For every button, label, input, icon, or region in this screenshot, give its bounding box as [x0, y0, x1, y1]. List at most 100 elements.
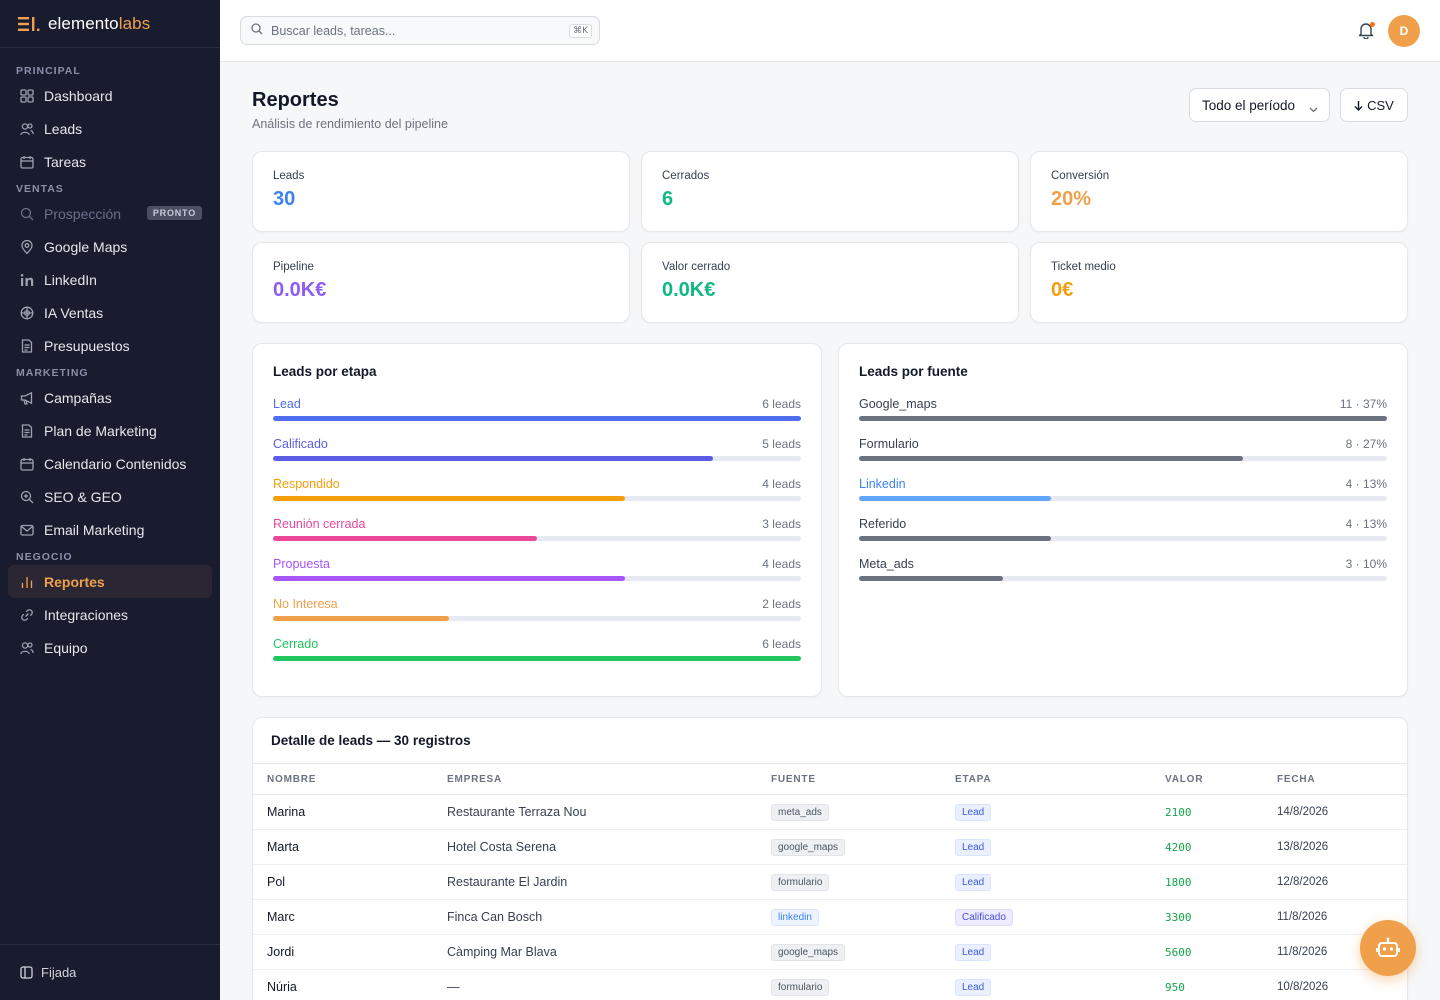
lead-value: 5600	[1151, 934, 1263, 970]
sidebar-item-campanas[interactable]: Campañas	[8, 381, 212, 414]
sidebar-nav: PRINCIPAL Dashboard Leads Tareas VENTAS Prosp…	[0, 48, 220, 664]
lead-date: 12/8/2026	[1263, 864, 1407, 900]
stages-card: Leads por etapa Lead 6 leads Calificado 5 l…	[252, 343, 822, 697]
column-header[interactable]: ETAPA	[941, 763, 1151, 795]
stage-badge: Lead	[955, 838, 992, 856]
stage-badge: Lead	[955, 873, 992, 891]
kpi-label: Leads	[273, 170, 305, 182]
bar-track	[273, 416, 801, 421]
table-row[interactable]: Marc Finca Can Bosch linkedin Calificado 330…	[253, 899, 1407, 935]
bar-fill	[859, 456, 1243, 461]
sidebar-item-label: IA Ventas	[44, 304, 104, 321]
ai-assistant-button[interactable]	[1360, 920, 1416, 976]
brand-name: elementolabs	[48, 13, 151, 33]
megaphone-icon	[20, 391, 34, 405]
sidebar-item-label: Tareas	[44, 153, 87, 170]
search-box[interactable]: ⌘K	[240, 16, 600, 45]
bar-fill	[273, 656, 801, 661]
page-subtitle: Análisis de rendimiento del pipeline	[252, 117, 448, 131]
kpi-value: 20%	[1051, 188, 1092, 210]
column-header[interactable]: FECHA	[1263, 763, 1407, 795]
sidebar-item-reportes[interactable]: Reportes	[8, 565, 212, 598]
source-tag: google_maps	[771, 943, 846, 961]
bar-track	[859, 416, 1387, 421]
sources-card-title: Leads por fuente	[859, 364, 968, 379]
notifications-button[interactable]	[1358, 22, 1376, 40]
kpi-label: Valor cerrado	[662, 261, 731, 273]
sidebar-item-label: Prospección	[44, 205, 122, 222]
bar-track	[273, 656, 801, 661]
table-row[interactable]: Núria — formulario Lead 950 10/8/2026	[253, 969, 1407, 1000]
bar-label: Propuesta	[273, 557, 330, 571]
bar-row: Reunión cerrada 3 leads	[273, 517, 801, 557]
lead-name: Marc	[253, 899, 433, 935]
search-input[interactable]	[271, 23, 561, 38]
sidebar-item-label: Dashboard	[44, 87, 113, 104]
column-header[interactable]: VALOR	[1151, 763, 1263, 795]
sidebar-item-seo-geo[interactable]: SEO & GEO	[8, 480, 212, 513]
sidebar-item-email-marketing[interactable]: Email Marketing	[8, 513, 212, 546]
sidebar-item-presupuestos[interactable]: Presupuestos	[8, 329, 212, 362]
lead-source: linkedin	[757, 899, 941, 935]
kpi-card: Conversión 20%	[1030, 151, 1408, 232]
bar-track	[859, 496, 1387, 501]
sidebar-item-label: Google Maps	[44, 238, 128, 255]
user-avatar[interactable]: D	[1388, 15, 1420, 47]
bar-label: Reunión cerrada	[273, 517, 366, 531]
bar-row: Referido 4 · 13%	[859, 517, 1387, 557]
column-header[interactable]: NOMBRE	[253, 763, 433, 795]
bar-track	[273, 496, 801, 501]
bar-label: Respondido	[273, 477, 340, 491]
sidebar-item-label: Calendario Contenidos	[44, 455, 187, 472]
coming-soon-badge: PRONTO	[146, 206, 202, 220]
lead-date: 14/8/2026	[1263, 794, 1407, 830]
brand-logo[interactable]: elementolabs	[0, 0, 220, 48]
bar-count: 4 · 13%	[1345, 477, 1387, 491]
sidebar-item-integraciones[interactable]: Integraciones	[8, 598, 212, 631]
page-title: Reportes	[252, 89, 339, 111]
sidebar-item-calendario-contenidos[interactable]: Calendario Contenidos	[8, 447, 212, 480]
lead-company: —	[433, 969, 757, 1000]
sidebar-item-linkedin[interactable]: LinkedIn	[8, 263, 212, 296]
sidebar-item-label: Campañas	[44, 389, 112, 406]
download-icon	[1354, 100, 1363, 111]
sidebar-item-label: Presupuestos	[44, 337, 130, 354]
sidebar-panel-icon	[20, 966, 33, 979]
table-row[interactable]: Marina Restaurante Terraza Nou meta_ads Lea…	[253, 794, 1407, 830]
bar-fill	[859, 536, 1051, 541]
sidebar-item-tareas[interactable]: Tareas	[8, 145, 212, 178]
kpi-label: Pipeline	[273, 261, 314, 273]
table-row[interactable]: Marta Hotel Costa Serena google_maps Lead 42…	[253, 829, 1407, 865]
period-select-label: Todo el período	[1202, 97, 1296, 113]
sidebar-item-leads[interactable]: Leads	[8, 112, 212, 145]
table-row[interactable]: Pol Restaurante El Jardin formulario Lead 18…	[253, 864, 1407, 900]
kpi-card: Leads 30	[252, 151, 630, 232]
stage-badge: Lead	[955, 978, 992, 996]
column-header[interactable]: FUENTE	[757, 763, 941, 795]
bar-row: Linkedin 4 · 13%	[859, 477, 1387, 517]
bar-track	[859, 536, 1387, 541]
sidebar: elementolabs PRINCIPAL Dashboard Leads Tare…	[0, 0, 220, 1000]
leads-table: NOMBRE EMPRESA FUENTE ETAPA VALOR FECHA Marin…	[253, 763, 1407, 1000]
bar-label: Formulario	[859, 437, 919, 451]
calendar-icon	[20, 457, 34, 471]
export-csv-button[interactable]: CSV	[1340, 88, 1408, 122]
sidebar-pin-toggle[interactable]: Fijada	[0, 944, 220, 1000]
lead-source: formulario	[757, 969, 941, 1000]
lead-company: Restaurante El Jardin	[433, 864, 757, 900]
sidebar-item-ia-ventas[interactable]: IA Ventas	[8, 296, 212, 329]
sidebar-item-plan-de-marketing[interactable]: Plan de Marketing	[8, 414, 212, 447]
lead-value: 2100	[1151, 794, 1263, 830]
sidebar-item-equipo[interactable]: Equipo	[8, 631, 212, 664]
sidebar-item-google-maps[interactable]: Google Maps	[8, 230, 212, 263]
table-row[interactable]: Jordi Càmping Mar Blava google_maps Lead 560…	[253, 934, 1407, 970]
period-select[interactable]: Todo el período	[1189, 88, 1330, 122]
kpi-value: 0.0K€	[273, 279, 327, 301]
sidebar-item-dashboard[interactable]: Dashboard	[8, 79, 212, 112]
column-header[interactable]: EMPRESA	[433, 763, 757, 795]
lead-company: Hotel Costa Serena	[433, 829, 757, 865]
lead-name: Marina	[253, 794, 433, 830]
bar-label: Cerrado	[273, 637, 319, 651]
lead-company: Càmping Mar Blava	[433, 934, 757, 970]
top-bar: ⌘K D	[220, 0, 1440, 62]
